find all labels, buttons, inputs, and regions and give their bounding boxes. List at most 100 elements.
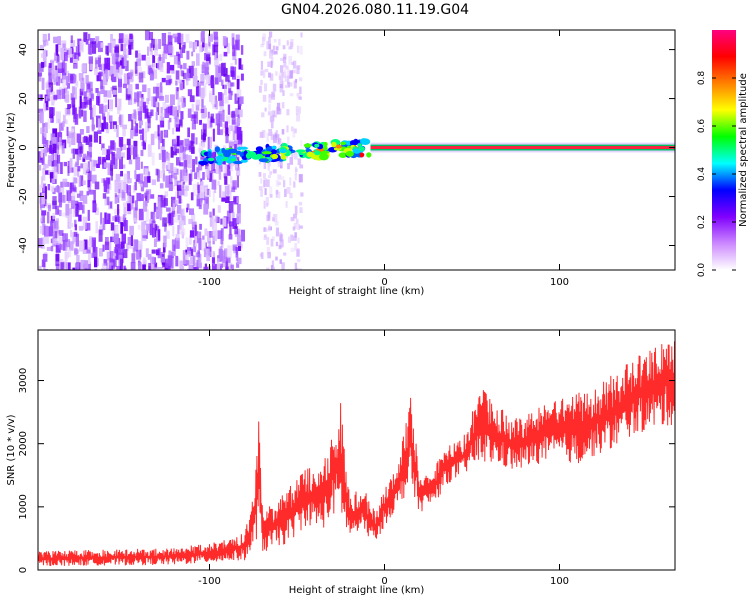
heatmap-cell <box>152 227 155 238</box>
heatmap-cell <box>224 186 230 197</box>
heatmap-cell <box>60 162 63 174</box>
heatmap-cell <box>171 239 176 252</box>
heatmap-cell <box>115 97 118 108</box>
colorbar <box>712 30 736 270</box>
heatmap-cell <box>281 129 285 135</box>
heatmap-cell <box>177 225 180 234</box>
heatmap-cell <box>118 248 123 256</box>
heatmap-cell <box>187 250 192 257</box>
heatmap-cell <box>200 108 205 113</box>
heatmap-cell <box>154 131 158 139</box>
heatmap-cell <box>299 164 304 169</box>
heatmap-cell <box>42 253 48 262</box>
heatmap-cell <box>287 163 290 170</box>
heatmap-cell <box>147 112 152 118</box>
heatmap-cell <box>114 197 118 204</box>
heatmap-cell <box>186 76 189 86</box>
heatmap-cell <box>193 266 199 270</box>
heatmap-cell <box>298 96 302 100</box>
heatmap-cell <box>267 160 271 167</box>
heatmap-cell <box>179 149 184 161</box>
heatmap-cell <box>150 48 153 56</box>
heatmap-cell <box>69 75 74 81</box>
heatmap-cell <box>54 234 60 246</box>
heatmap-cell <box>212 230 217 242</box>
heatmap-cell <box>236 167 241 176</box>
heatmap-cell <box>210 113 214 123</box>
heatmap-cell <box>162 138 165 147</box>
heatmap-cell <box>300 140 303 147</box>
heatmap-cell <box>270 119 274 129</box>
heatmap-cell <box>108 145 113 155</box>
heatmap-cell <box>208 33 213 42</box>
heatmap-cell <box>197 254 202 267</box>
heatmap-cell <box>83 110 87 122</box>
heatmap-cell <box>298 268 302 270</box>
heatmap-cell <box>133 217 137 222</box>
heatmap-cell <box>68 249 72 258</box>
heatmap-cell <box>286 109 290 116</box>
heatmap-cell <box>65 239 71 248</box>
heatmap-cell <box>197 184 200 194</box>
heatmap-cell <box>203 266 209 270</box>
heatmap-cell <box>119 258 123 270</box>
heatmap-cell <box>236 79 240 90</box>
heatmap-cell <box>218 168 222 180</box>
heatmap-cell <box>70 93 74 100</box>
heatmap-cell <box>58 192 62 203</box>
heatmap-cell <box>289 82 293 87</box>
heatmap-cell <box>232 218 237 229</box>
heatmap-cell <box>229 162 235 167</box>
heatmap-cell <box>272 45 276 51</box>
heatmap-cell <box>114 246 119 254</box>
heatmap-cell <box>182 149 186 160</box>
heatmap-cell <box>128 202 134 209</box>
heatmap-cell <box>181 102 185 109</box>
heatmap-cell <box>95 221 98 234</box>
heatmap-cell <box>204 62 209 75</box>
heatmap-cell <box>195 137 198 145</box>
heatmap-cell <box>168 78 173 84</box>
heatmap-cell <box>128 72 133 77</box>
heatmap-cell <box>225 261 228 270</box>
heatmap-cell <box>184 185 189 191</box>
heatmap-cell <box>205 196 209 209</box>
heatmap-cell <box>53 220 59 233</box>
heatmap-cell <box>174 176 178 187</box>
heatmap-cell <box>61 40 67 50</box>
heatmap-cell <box>211 179 217 190</box>
heatmap-cell <box>283 252 287 256</box>
heatmap-cell <box>168 174 173 185</box>
heatmap-cell <box>209 215 214 227</box>
heatmap-cell <box>174 36 179 43</box>
heatmap-cell <box>119 216 124 223</box>
heatmap-cell <box>205 74 210 85</box>
heatmap-cell <box>338 152 348 159</box>
heatmap-cell <box>177 257 180 267</box>
heatmap-cell <box>293 128 297 134</box>
heatmap-cell <box>286 187 291 194</box>
heatmap-cell <box>212 103 216 109</box>
heatmap-cell <box>166 207 171 212</box>
heatmap-cell <box>210 79 214 88</box>
heatmap-cell <box>102 73 108 86</box>
heatmap-cell <box>168 212 174 226</box>
heatmap-cell <box>165 152 170 161</box>
heatmap-cell <box>228 86 232 94</box>
heatmap-cell <box>183 160 187 173</box>
heatmap-cell <box>67 160 71 173</box>
heatmap-cell <box>190 192 194 201</box>
heatmap-cell <box>219 93 224 107</box>
heatmap-cell <box>291 62 294 66</box>
heatmap-cell <box>122 214 126 222</box>
heatmap-cell <box>133 140 138 147</box>
heatmap-cell <box>274 114 278 118</box>
heatmap-cell <box>120 170 123 177</box>
x-axis-label: Height of straight line (km) <box>289 585 425 596</box>
heatmap-cell <box>114 46 119 53</box>
heatmap-cell <box>122 124 127 130</box>
heatmap-cell <box>275 241 279 247</box>
heatmap-cell <box>172 106 178 117</box>
heatmap-cell <box>340 141 346 146</box>
heatmap-cell <box>200 87 205 99</box>
